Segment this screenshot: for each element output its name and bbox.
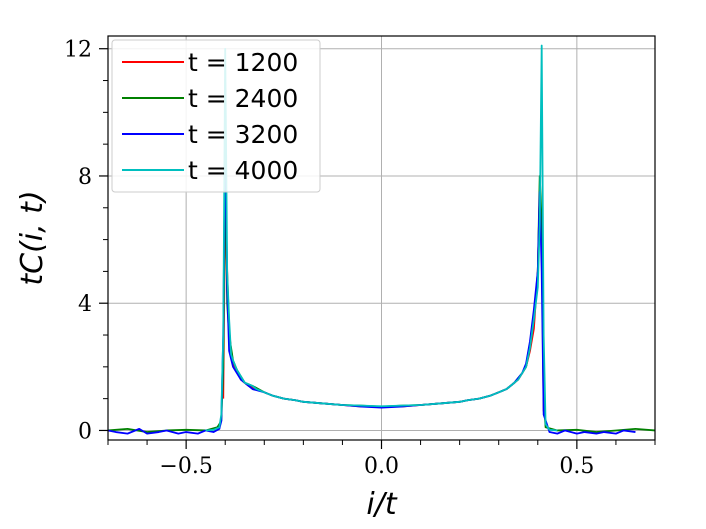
y-tick-label: 8 bbox=[78, 165, 92, 190]
x-tick-label: −0.5 bbox=[159, 454, 212, 479]
legend-label: t = 4000 bbox=[188, 156, 298, 185]
series-line-4 bbox=[205, 44, 558, 432]
series-layer bbox=[108, 44, 655, 435]
y-tick-label: 12 bbox=[64, 38, 92, 63]
y-tick-label: 4 bbox=[78, 292, 92, 317]
legend: t = 1200 t = 2400 t = 3200 t = 4000 bbox=[111, 39, 321, 193]
y-axis-label: tC(i, t) bbox=[15, 190, 50, 285]
legend-label: t = 3200 bbox=[188, 120, 298, 149]
legend-label: t = 2400 bbox=[188, 84, 298, 113]
ticks: −0.5 0.0 0.5 0 4 8 12 bbox=[64, 38, 656, 479]
legend-box bbox=[111, 39, 321, 193]
legend-label: t = 1200 bbox=[188, 48, 298, 77]
y-tick-label: 0 bbox=[78, 419, 92, 444]
x-axis-label: i/t bbox=[366, 487, 397, 522]
x-tick-label: 0.5 bbox=[559, 454, 594, 479]
x-tick-label: 0.0 bbox=[364, 454, 399, 479]
